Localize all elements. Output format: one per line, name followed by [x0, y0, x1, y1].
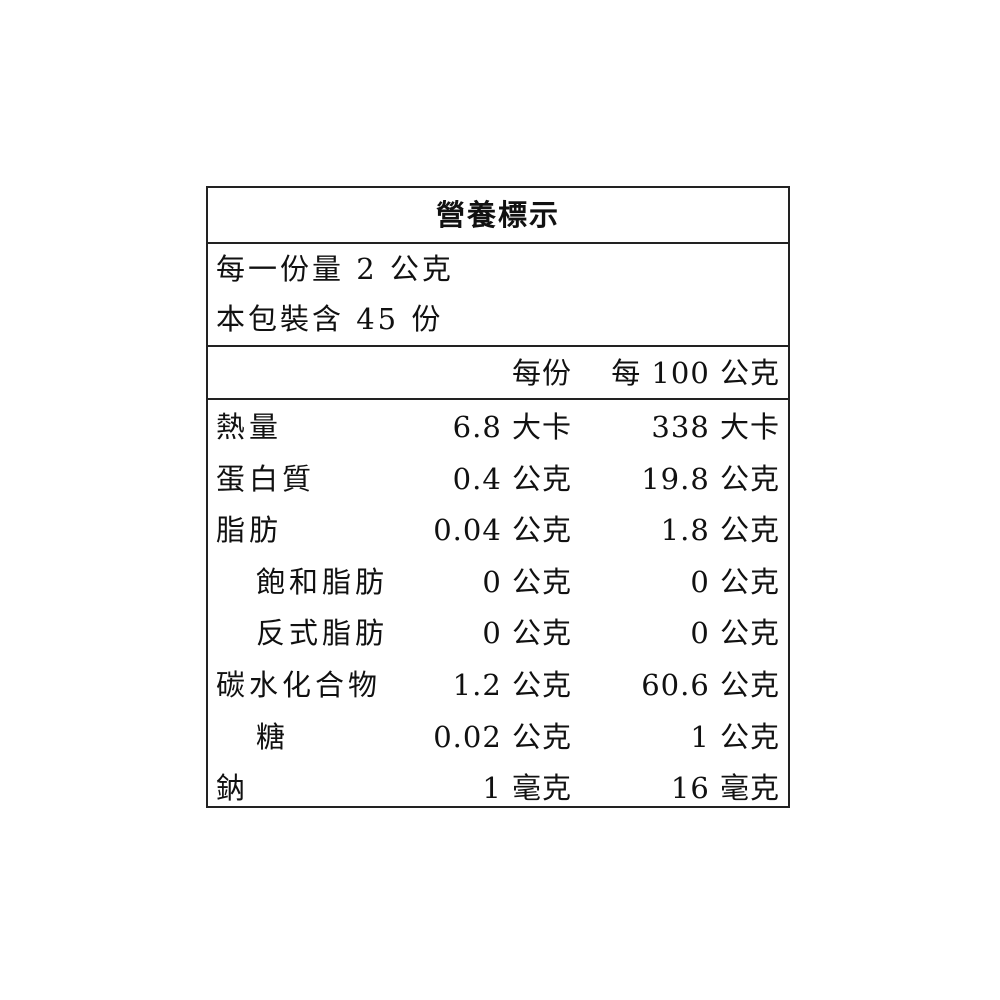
- per-serving-value: 1 毫克: [482, 771, 572, 806]
- per-100g-value: 19.8 公克: [641, 461, 780, 496]
- nutrient-name: 鈉: [216, 771, 250, 806]
- nutrient-name: 碳水化合物: [216, 668, 382, 702]
- nutrient-row: 飽和脂肪 0 公克 0 公克: [208, 556, 788, 608]
- nutrient-row: 蛋白質 0.4 公克 19.8 公克: [208, 453, 788, 505]
- per-serving-value: 1.2 公克: [452, 668, 572, 702]
- nutrient-name: 糖: [256, 719, 290, 754]
- nutrient-row: 碳水化合物 1.2 公克 60.6 公克: [208, 659, 788, 711]
- per-serving-value: 0 公克: [482, 616, 572, 651]
- per-100g-value: 60.6 公克: [641, 668, 780, 702]
- per-100g-value: 16 毫克: [670, 771, 780, 806]
- per-serving-value: 0 公克: [482, 564, 572, 599]
- column-header-per-serving: 每份: [511, 356, 572, 390]
- per-serving-value: 0.04 公克: [433, 513, 572, 548]
- nutrient-row: 反式脂肪 0 公克 0 公克: [208, 607, 788, 659]
- nutrient-row: 糖 0.02 公克 1 公克: [208, 711, 788, 763]
- per-100g-value: 1.8 公克: [660, 513, 780, 548]
- nutrition-label: 營養標示 每一份量 2 公克 本包裝含 45 份 每份 每 100 公克 熱量 6…: [206, 186, 790, 808]
- per-serving-value: 6.8 大卡: [452, 410, 572, 444]
- nutrient-name: 脂肪: [216, 513, 283, 548]
- per-serving-value: 0.02 公克: [433, 719, 572, 754]
- per-100g-value: 338 大卡: [651, 410, 780, 444]
- nutrient-name: 飽和脂肪: [256, 564, 389, 599]
- per-100g-value: 1 公克: [690, 719, 780, 754]
- per-serving-value: 0.4 公克: [452, 461, 572, 496]
- serving-size: 每一份量 2 公克: [216, 252, 454, 286]
- nutrient-name: 反式脂肪: [256, 616, 389, 651]
- servings-per-package: 本包裝含 45 份: [216, 302, 444, 336]
- label-title: 營養標示: [208, 188, 788, 244]
- nutrient-row: 熱量 6.8 大卡 338 大卡: [208, 401, 788, 453]
- column-header-row: 每份 每 100 公克: [208, 347, 788, 399]
- divider: [208, 345, 788, 347]
- nutrient-row: 鈉 1 毫克 16 毫克: [208, 762, 788, 814]
- nutrient-name: 蛋白質: [216, 461, 316, 496]
- nutrient-name: 熱量: [216, 410, 283, 444]
- divider: [208, 398, 788, 400]
- per-100g-value: 0 公克: [690, 564, 780, 599]
- per-100g-value: 0 公克: [690, 616, 780, 651]
- nutrient-row: 脂肪 0.04 公克 1.8 公克: [208, 504, 788, 556]
- column-header-per-100g: 每 100 公克: [611, 356, 780, 390]
